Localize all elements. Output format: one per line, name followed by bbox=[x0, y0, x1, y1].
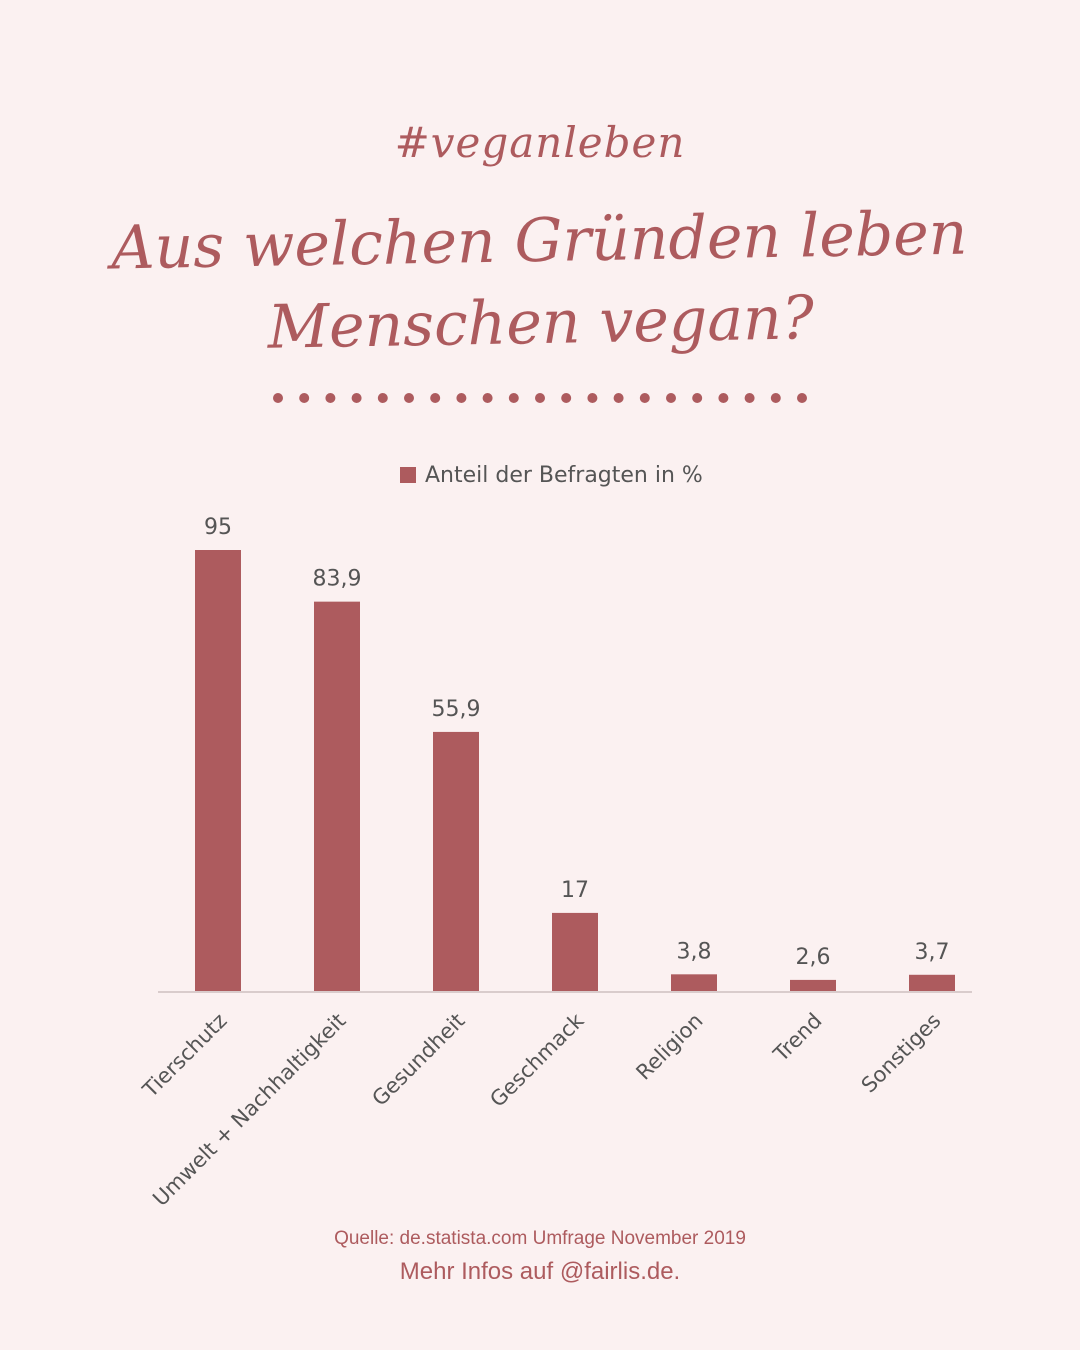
divider-dot bbox=[797, 393, 807, 403]
divider-dot bbox=[744, 393, 755, 403]
x-tick-label: Trend bbox=[768, 1009, 826, 1067]
divider-dot bbox=[482, 393, 493, 403]
data-label: 83,9 bbox=[313, 567, 362, 592]
divider-dot bbox=[561, 393, 572, 403]
data-label: 17 bbox=[561, 878, 589, 903]
page-title: Aus welchen Gründen leben Menschen vegan… bbox=[110, 198, 968, 363]
x-tick-label: Sonstiges bbox=[857, 1009, 946, 1098]
x-tick-label: Religion bbox=[631, 1009, 707, 1085]
legend-swatch bbox=[400, 467, 416, 483]
bar bbox=[433, 731, 479, 992]
bar bbox=[552, 912, 598, 992]
bar bbox=[790, 979, 836, 992]
dotted-divider bbox=[273, 393, 807, 403]
x-tick-label: Tierschutz bbox=[138, 1009, 232, 1103]
divider-dot bbox=[718, 393, 729, 403]
divider-dot bbox=[639, 393, 650, 403]
divider-dot bbox=[535, 393, 545, 403]
data-label: 55,9 bbox=[432, 697, 481, 722]
divider-dot bbox=[613, 393, 624, 403]
divider-dot bbox=[770, 393, 781, 403]
divider-dot bbox=[587, 393, 598, 403]
bar bbox=[671, 974, 717, 992]
divider-dot bbox=[456, 393, 467, 403]
legend-label: Anteil der Befragten in % bbox=[425, 463, 703, 488]
divider-dot bbox=[508, 393, 519, 403]
more-info-link[interactable]: Mehr Infos auf @fairlis.de. bbox=[399, 1258, 681, 1285]
bar bbox=[909, 974, 955, 992]
divider-dot bbox=[666, 393, 676, 403]
data-label: 3,7 bbox=[915, 940, 950, 965]
divider-dot bbox=[325, 393, 336, 403]
divider-dot bbox=[430, 393, 441, 403]
divider-dot bbox=[404, 393, 414, 403]
chart-legend: Anteil der Befragten in % bbox=[400, 463, 703, 488]
data-label: 3,8 bbox=[677, 939, 712, 964]
divider-dot bbox=[692, 393, 703, 403]
divider-dot bbox=[351, 393, 362, 403]
data-label: 2,6 bbox=[796, 945, 831, 970]
bar bbox=[314, 601, 360, 992]
hashtag: #veganleben bbox=[394, 118, 686, 167]
divider-dot bbox=[273, 393, 283, 403]
data-label: 95 bbox=[204, 515, 232, 540]
x-tick-label: Gesundheit bbox=[367, 1009, 469, 1111]
x-tick-label: Geschmack bbox=[485, 1008, 589, 1112]
x-tick-label: Umwelt + Nachhaltigkeit bbox=[148, 1009, 350, 1211]
bar bbox=[195, 550, 241, 992]
divider-dot bbox=[377, 393, 388, 403]
source-note: Quelle: de.statista.com Umfrage November… bbox=[334, 1228, 746, 1249]
divider-dot bbox=[299, 393, 310, 403]
bar-chart: Anteil der Befragten in % 95 83,9 55,9 17 3,… bbox=[138, 463, 972, 1211]
